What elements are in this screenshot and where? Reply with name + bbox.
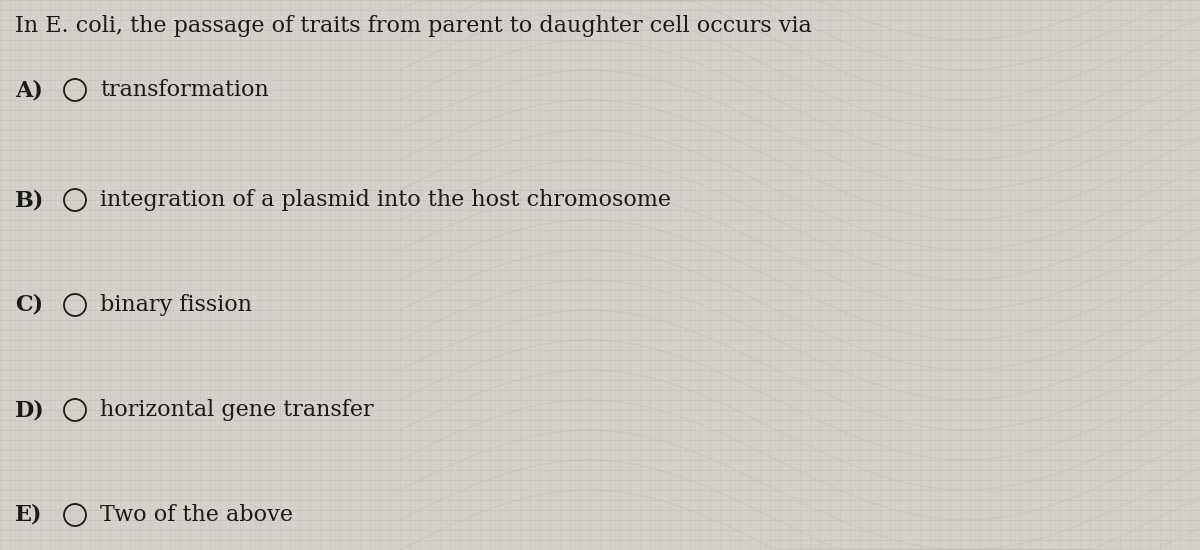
Text: transformation: transformation xyxy=(100,79,269,101)
Text: In E. coli, the passage of traits from parent to daughter cell occurs via: In E. coli, the passage of traits from p… xyxy=(14,15,811,37)
Text: D): D) xyxy=(14,399,44,421)
Text: Two of the above: Two of the above xyxy=(100,504,293,526)
Text: horizontal gene transfer: horizontal gene transfer xyxy=(100,399,373,421)
Text: binary fission: binary fission xyxy=(100,294,252,316)
Text: E): E) xyxy=(14,504,42,526)
Text: A): A) xyxy=(14,79,43,101)
Text: B): B) xyxy=(14,189,44,211)
Text: C): C) xyxy=(14,294,43,316)
Text: integration of a plasmid into the host chromosome: integration of a plasmid into the host c… xyxy=(100,189,671,211)
